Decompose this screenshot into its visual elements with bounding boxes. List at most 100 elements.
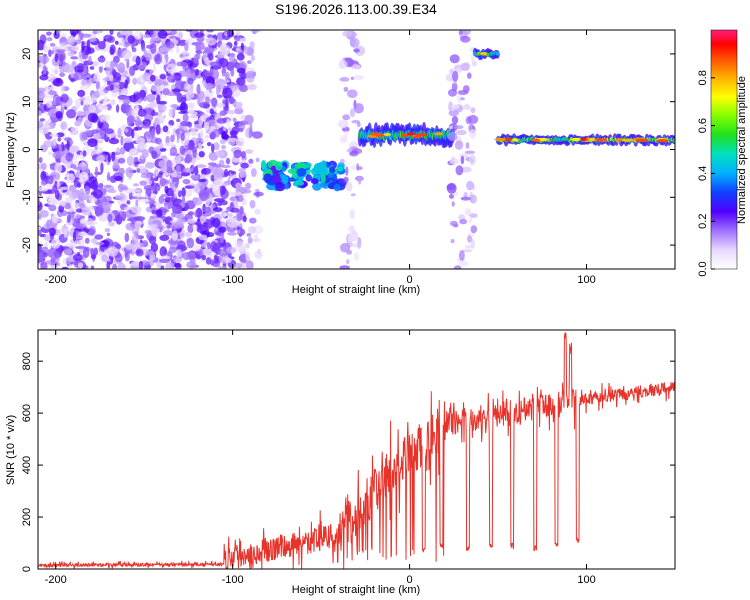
spectrogram-cell [185,68,191,80]
spectrogram-cell [104,60,112,68]
spectrogram-cell [38,87,46,93]
spectrogram-cell [297,176,304,182]
spectrogram-cell [77,89,86,97]
spectrogram-cell [187,224,194,234]
spectrogram-cell [87,138,98,148]
spectrogram-cell [460,35,471,43]
spectrogram-cell [54,70,58,75]
spectrogram-cell [109,44,116,55]
spectrogram-cell [353,48,360,53]
spectrogram-cell [225,157,231,165]
spectrogram-cell [83,247,90,259]
spectrogram-cell [89,66,95,70]
spectrogram-cell [145,69,150,73]
spectrogram-cell [465,142,470,149]
spectrogram-cell [109,30,114,36]
spectrogram-cell [119,146,126,155]
spectrogram-cell [450,220,458,227]
spectrogram-cell [226,246,236,254]
spectrogram-cell [88,38,97,42]
spectrogram-cell [221,73,228,77]
spectrogram-cell [346,259,350,265]
spectrogram-cell [103,38,107,43]
spectrogram-cell [175,164,181,176]
spectrogram-cell [47,175,54,185]
spectrogram-cell [95,80,101,91]
spectrogram-cell [168,119,175,127]
spectrogram-cell [135,93,145,102]
spectrogram-cell [120,135,124,146]
spectrogram-cell [93,247,99,256]
spectrogram-cell [170,134,175,143]
spectrogram-cell [217,265,228,269]
x-tick-label: 100 [577,274,595,286]
spectrogram-cell [461,166,472,173]
colorbar-tick-label: 0.0 [697,261,709,276]
spectrogram-cell [233,149,242,158]
spectrogram-cell [159,177,167,187]
spectrogram-cell [137,108,147,117]
spectrogram-cell [100,162,104,174]
spectrogram-cell [158,160,166,168]
spectrogram-cell [40,181,47,187]
spectrogram-cell [45,193,56,202]
spectrogram-cell [57,262,61,267]
spectrogram-cell [174,182,179,188]
spectrogram-cell [107,246,118,257]
snr-y-ticks: 0 200 400 600 800 [21,352,675,572]
spectrogram-cell [448,193,455,199]
spectrogram-cell [339,77,350,82]
spectrogram-cell [205,257,212,265]
spectrogram-cell [221,144,226,150]
spectrogram-cell [78,231,88,237]
spectrogram-cell [114,61,118,68]
spectrogram-cell [274,173,281,183]
spectrogram-cell [156,209,163,218]
y-tick-label: 600 [21,404,33,422]
spectrogram-cell [220,44,231,56]
spectrogram-cell [66,173,75,183]
spectrogram-cell [213,167,225,178]
spectrogram-cell [132,77,137,86]
spectrogram-cell [160,155,167,160]
spectrogram-cell [160,255,171,260]
spectrogram-cell [150,111,159,116]
spectrogram-cell [113,55,120,64]
spectrogram-cell [163,249,167,254]
spectrogram-cell [168,246,177,253]
spectrogram-cell [115,253,123,263]
spectrogram-cell [453,265,462,269]
spectrogram-cell [90,265,95,269]
spectrogram-cell [174,221,184,229]
spectrogram-cell [198,234,208,241]
spectrogram-cell [56,182,60,188]
spectrogram-cell [153,62,156,73]
spectrogram-cell [254,189,260,192]
spectrogram-cell [117,157,126,164]
spectrogram-cell [347,89,358,98]
spectrogram-cell [125,167,134,178]
spectrogram-cell [83,228,90,234]
spectrogram-cell [106,171,111,180]
spectrogram-cell [115,104,120,113]
spectrogram-cell [95,204,104,216]
spectrogram-cell [218,248,229,257]
spectrogram-cell [46,100,53,108]
spectrogram-cell [190,83,194,94]
spectrogram-cell [207,34,214,39]
spectrogram-cell [531,138,541,142]
spectrogram-cell [134,161,141,165]
spectrogram-cell [342,30,352,37]
spectrogram-cell [116,76,121,81]
colorbar: 0.0 0.2 0.4 0.6 0.8 Normalized spectral ampl… [697,29,748,277]
spectrogram-cell [236,67,246,74]
spectrogram-cell [123,96,130,106]
spectrogram-cell [70,145,80,153]
spectrogram-cell [206,142,212,147]
spectrogram-cell [212,217,221,228]
spectrogram-cell [38,157,43,164]
spectrogram-cell [186,218,197,224]
spectrogram-cell [244,114,254,125]
spectrogram-cell [118,211,126,218]
spectrogram-cell [79,171,89,182]
